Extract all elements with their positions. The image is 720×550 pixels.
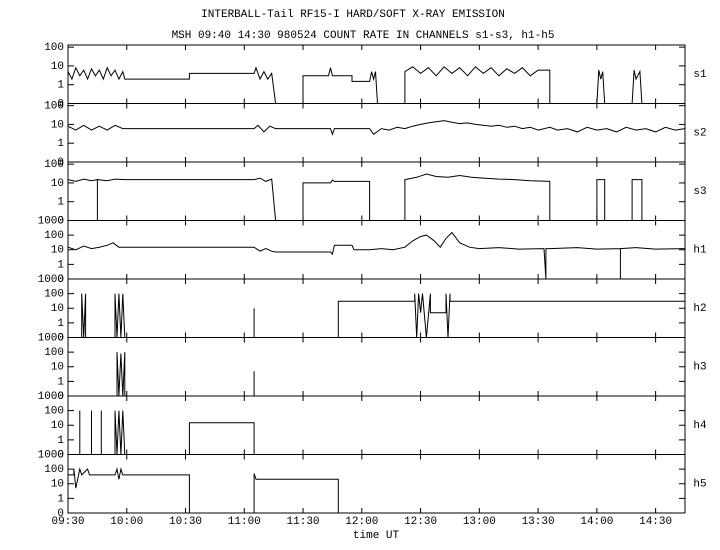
y-tick-label: 100 (44, 289, 64, 301)
y-tick-label: 100 (44, 406, 64, 418)
y-tick-label: 10 (51, 61, 64, 73)
y-tick-label: 1 (57, 197, 64, 209)
data-trace (68, 410, 685, 455)
y-tick-label: 100 (44, 101, 64, 113)
data-trace (68, 293, 685, 338)
data-trace (67, 173, 685, 221)
panel-frame (67, 395, 686, 455)
y-tick-label: 0 (57, 332, 64, 344)
x-tick-label: 10:00 (110, 516, 143, 528)
y-tick-label: 0 (57, 508, 64, 520)
data-trace (68, 352, 685, 397)
y-tick-label: 0 (57, 215, 64, 227)
y-tick-label: 100 (44, 347, 64, 359)
y-tick-label: 10 (51, 245, 64, 257)
y-tick-label: 10 (51, 420, 64, 432)
y-tick-label: 1000 (38, 215, 64, 227)
y-tick-label: 1000 (38, 391, 64, 403)
data-trace (67, 231, 686, 280)
y-tick-label: 1000 (38, 332, 64, 344)
y-tick-label: 100 (44, 464, 64, 476)
channel-label: s3 (693, 186, 706, 198)
y-tick-label: 1 (57, 259, 64, 271)
panel-frame (67, 278, 686, 338)
x-tick-label: 11:30 (287, 516, 320, 528)
y-tick-label: 0 (57, 157, 64, 169)
channel-label: h4 (693, 420, 707, 432)
x-tick-label: 11:00 (228, 516, 261, 528)
x-tick-label: 12:30 (404, 516, 437, 528)
y-tick-label: 1 (57, 318, 64, 330)
channel-label: h5 (693, 479, 706, 491)
y-tick-label: 10 (51, 362, 64, 374)
data-trace (67, 467, 685, 514)
y-tick-label: 100 (44, 159, 64, 171)
y-tick-label: 0 (57, 274, 64, 286)
chart-subtitle: MSH 09:40 14:30 980524 COUNT RATE IN CHA… (172, 30, 555, 42)
y-tick-label: 0 (57, 98, 64, 110)
y-tick-label: 100 (44, 42, 64, 54)
x-axis-title: time UT (353, 530, 400, 542)
x-tick-label: 09:30 (51, 516, 84, 528)
y-tick-label: 10 (51, 479, 64, 491)
y-tick-label: 10 (51, 178, 64, 190)
y-tick-label: 0 (57, 391, 64, 403)
y-tick-label: 1000 (38, 449, 64, 461)
y-tick-label: 1 (57, 493, 64, 505)
channel-label: h3 (693, 362, 706, 374)
channel-label: s2 (693, 128, 706, 140)
panel-frame (67, 220, 686, 280)
x-tick-label: 13:30 (522, 516, 555, 528)
panel-frame (67, 161, 686, 221)
y-tick-label: 0 (57, 449, 64, 461)
y-tick-label: 100 (44, 230, 64, 242)
x-tick-label: 14:30 (639, 516, 672, 528)
panel-frame (67, 454, 686, 514)
y-tick-label: 1 (57, 376, 64, 388)
data-trace (67, 120, 686, 136)
chart-title: INTERBALL-Tail RF15-I HARD/SOFT X-RAY EM… (201, 9, 505, 21)
y-tick-label: 1 (57, 435, 64, 447)
x-tick-label: 14:00 (580, 516, 613, 528)
channel-label: h2 (693, 303, 706, 315)
channel-label: h1 (693, 245, 707, 257)
data-trace (67, 66, 685, 104)
y-tick-label: 1 (57, 138, 64, 150)
x-tick-label: 12:00 (345, 516, 378, 528)
y-tick-label: 1000 (38, 274, 64, 286)
y-tick-label: 10 (51, 303, 64, 315)
x-tick-label: 13:00 (463, 516, 496, 528)
x-tick-label: 10:30 (169, 516, 202, 528)
y-tick-label: 10 (51, 119, 64, 131)
y-tick-label: 1 (57, 80, 64, 92)
panel-frame (67, 337, 686, 397)
channel-label: s1 (693, 69, 707, 81)
